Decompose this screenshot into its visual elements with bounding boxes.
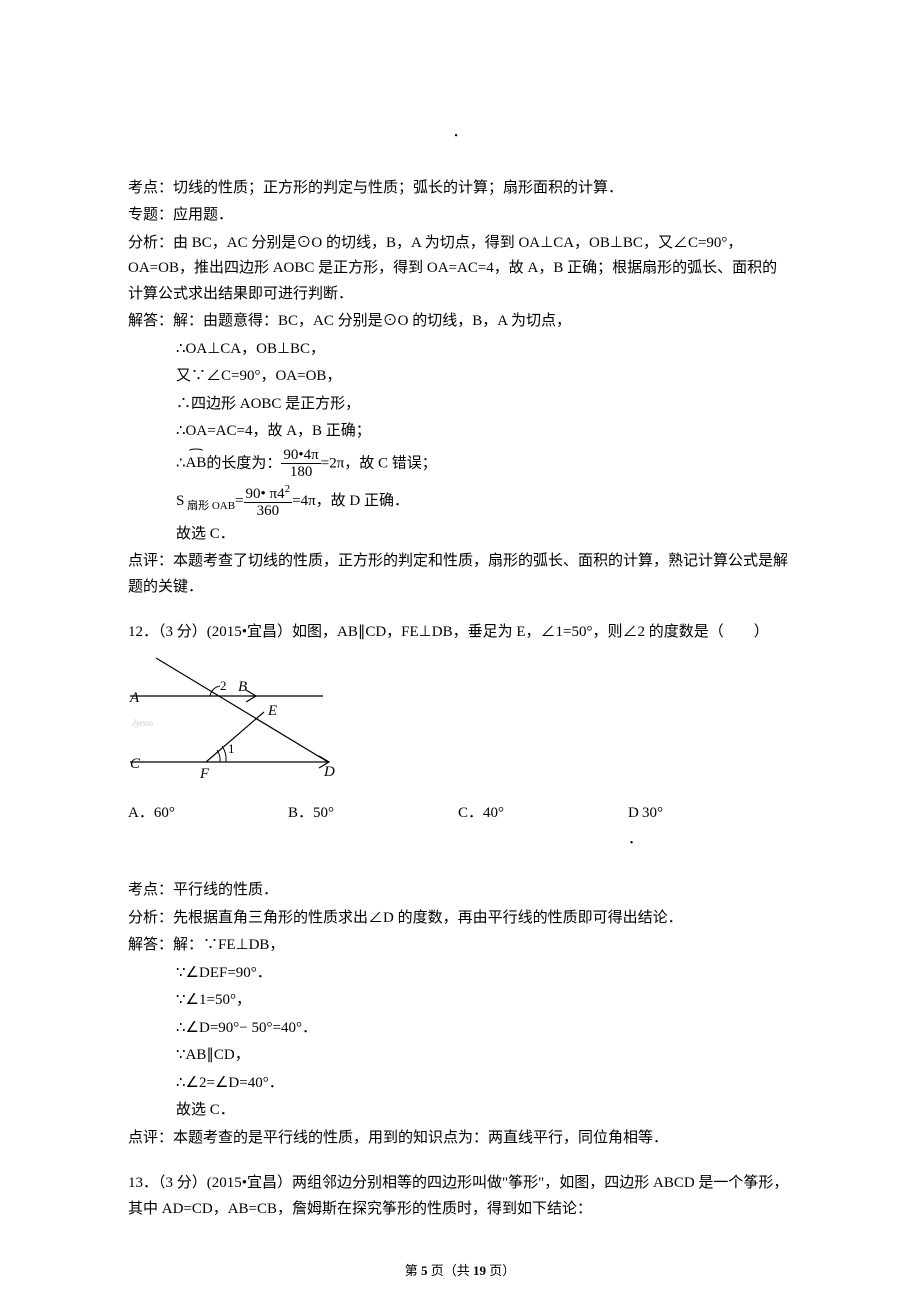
- frac-arc-den: 180: [281, 464, 320, 481]
- sec11-kaodian: 考点：切线的性质；正方形的判定与性质；弧长的计算；扇形面积的计算．: [128, 176, 792, 202]
- svg-text:E: E: [267, 703, 277, 719]
- line-j5: ∴AB的长度为：90•4π180=2π，故 C 错误；: [128, 447, 792, 481]
- frac-s-den: 360: [244, 503, 293, 520]
- line-j4: ∴OA=AC=4，故 A，B 正确；: [128, 419, 792, 445]
- spacer: [128, 1153, 792, 1169]
- text-fenxi: 由 BC，AC 分别是⊙O 的切线，B，A 为切点，得到 OA⊥CA，OB⊥BC…: [128, 235, 777, 302]
- line2-j0: 解：∵FE⊥DB，: [173, 937, 284, 953]
- spacer: [128, 602, 792, 618]
- sec12-dianping: 点评：本题考查的是平行线的性质，用到的知识点为：两直线平行，同位角相等．: [128, 1126, 792, 1152]
- sec12-jieda: 解答：解：∵FE⊥DB，: [128, 933, 792, 959]
- q12-stem: 12．（3 分）(2015•宜昌）如图，AB∥CD，FE⊥DB，垂足为 E，∠1…: [128, 620, 792, 646]
- option-a: A．60°: [128, 801, 288, 852]
- j5a: ∴: [176, 455, 186, 471]
- svg-text:2: 2: [220, 678, 227, 693]
- svg-text:C: C: [130, 756, 141, 772]
- j6sub: 扇形 OAB: [184, 499, 235, 511]
- frac-arc: 90•4π180: [281, 447, 320, 481]
- page-footer: 第 5 页（共 19 页）: [128, 1260, 792, 1282]
- text-dianping2: 本题考查的是平行线的性质，用到的知识点为：两直线平行，同位角相等．: [173, 1130, 668, 1146]
- page: ． 考点：切线的性质；正方形的判定与性质；弧长的计算；扇形面积的计算． 专题：应…: [0, 0, 920, 1302]
- label-fenxi: 分析：: [128, 235, 173, 251]
- svg-text:Jyeoo: Jyeoo: [132, 718, 153, 728]
- frac-s-num: 90• π42: [244, 483, 293, 504]
- option-d: D．30°: [628, 801, 728, 852]
- frac-s: 90• π42360: [244, 483, 293, 520]
- line-j6: S 扇形 OAB=90• π42360=4π，故 D 正确．: [128, 483, 792, 520]
- line2-j5: ∴∠2=∠D=40°．: [128, 1071, 792, 1097]
- label-fenxi2: 分析：: [128, 910, 173, 926]
- j6c: =4π，故 D 正确．: [292, 492, 409, 508]
- label-jieda2: 解答：: [128, 937, 173, 953]
- svg-text:A: A: [129, 690, 140, 706]
- sec12-kaodian: 考点：平行线的性质．: [128, 878, 792, 904]
- sec11-zhuanti: 专题：应用题．: [128, 203, 792, 229]
- text-kaodian2: 平行线的性质．: [173, 882, 278, 898]
- svg-text:D: D: [323, 764, 335, 780]
- svg-text:B: B: [238, 679, 247, 695]
- line-j7: 故选 C．: [128, 522, 792, 548]
- arc-ab: AB: [186, 448, 207, 477]
- q13-stem: 13．（3 分）(2015•宜昌）两组邻边分别相等的四边形叫做"筝形"，如图，四…: [128, 1171, 792, 1222]
- j5b: 的长度为：: [206, 455, 281, 471]
- line2-j4: ∵AB∥CD，: [128, 1043, 792, 1069]
- label-zhuanti: 专题：: [128, 203, 173, 229]
- text-fenxi2: 先根据直角三角形的性质求出∠D 的度数，再由平行线的性质即可得出结论．: [173, 910, 683, 926]
- j5c: =2π，故 C 错误；: [321, 455, 437, 471]
- line-j3: ∴四边形 AOBC 是正方形，: [128, 392, 792, 418]
- text-dianping: 本题考查了切线的性质，正方形的判定和性质，扇形的弧长、面积的计算，熟记计算公式是…: [128, 553, 788, 595]
- text-kaodian: 切线的性质；正方形的判定与性质；弧长的计算；扇形面积的计算．: [173, 180, 623, 196]
- j6b: =: [235, 492, 243, 508]
- spacer: [128, 860, 792, 876]
- line2-j1: ∵∠DEF=90°．: [128, 961, 792, 987]
- section-separator: ．: [128, 120, 792, 146]
- sec11-dianping: 点评：本题考查了切线的性质，正方形的判定和性质，扇形的弧长、面积的计算，熟记计算…: [128, 549, 792, 600]
- label-dianping2: 点评：: [128, 1130, 173, 1146]
- q12-options: A．60° B．50° C．40° D．30°: [128, 801, 792, 852]
- label-kaodian2: 考点：: [128, 882, 173, 898]
- label-dianping: 点评：: [128, 553, 173, 569]
- q12-figure: A B E C F D 2 1 Jyeoo: [128, 654, 792, 794]
- sec12-fenxi: 分析：先根据直角三角形的性质求出∠D 的度数，再由平行线的性质即可得出结论．: [128, 906, 792, 932]
- option-c: C．40°: [458, 801, 628, 852]
- svg-text:1: 1: [228, 741, 235, 756]
- option-b: B．50°: [288, 801, 458, 852]
- line-j0: 解：由题意得：BC，AC 分别是⊙O 的切线，B，A 为切点，: [173, 313, 571, 329]
- label-kaodian: 考点：: [128, 176, 173, 202]
- label-jieda: 解答：: [128, 313, 173, 329]
- line2-j2: ∵∠1=50°，: [128, 988, 792, 1014]
- line-j1: ∴OA⊥CA，OB⊥BC，: [128, 337, 792, 363]
- line2-j3: ∴∠D=90°− 50°=40°．: [128, 1016, 792, 1042]
- svg-text:F: F: [199, 766, 210, 782]
- text-zhuanti: 应用题．: [173, 207, 233, 223]
- sec11-fenxi: 分析：由 BC，AC 分别是⊙O 的切线，B，A 为切点，得到 OA⊥CA，OB…: [128, 231, 792, 308]
- line-j2: 又∵∠C=90°，OA=OB，: [128, 364, 792, 390]
- sec11-jieda: 解答：解：由题意得：BC，AC 分别是⊙O 的切线，B，A 为切点，: [128, 309, 792, 335]
- frac-arc-num: 90•4π: [281, 447, 320, 465]
- line2-j6: 故选 C．: [128, 1098, 792, 1124]
